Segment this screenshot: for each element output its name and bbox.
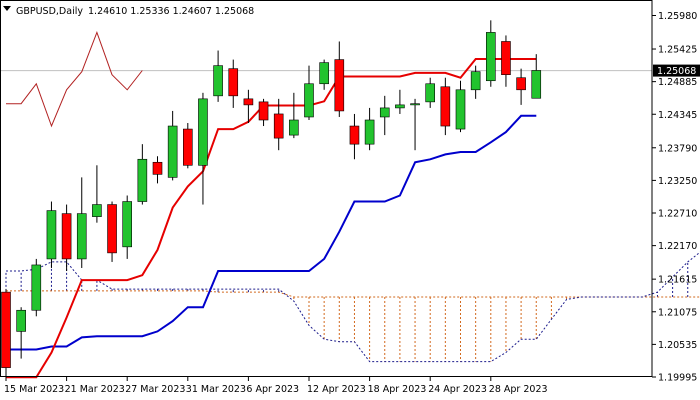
price-tick-label: 1.22710 <box>658 209 697 220</box>
candle-body <box>455 89 466 130</box>
candle-body <box>167 125 178 178</box>
candle-body <box>183 128 193 166</box>
price-tick-label: 1.25425 <box>658 45 697 56</box>
price-tag-label: 1.25068 <box>657 66 696 77</box>
candle-body <box>76 213 87 260</box>
candle-body <box>516 77 526 91</box>
candle-body <box>470 71 481 91</box>
candle-body <box>319 62 329 85</box>
candle-body <box>107 204 117 254</box>
dropdown-triangle-icon[interactable] <box>3 6 11 11</box>
price-tick-label: 1.20535 <box>658 340 697 351</box>
price-tick-label: 1.21615 <box>658 275 697 286</box>
price-tick-label: 1.19995 <box>658 373 697 384</box>
current-price-tag: 1.25068 <box>653 64 700 77</box>
candle-body <box>213 65 223 97</box>
time-tick-label: 27 Mar 2023 <box>125 384 185 395</box>
time-tick-label: 15 Mar 2023 <box>4 384 64 395</box>
candle-body <box>228 68 239 97</box>
candle-body <box>198 98 208 166</box>
chikou-span-line <box>6 30 143 128</box>
candle-body <box>16 309 26 332</box>
ohlc-label: 1.24610 1.25336 1.24607 1.25068 <box>88 6 254 17</box>
candle-body <box>152 161 163 175</box>
price-tick-label: 1.24885 <box>658 77 697 88</box>
candle-body <box>1 291 11 368</box>
candle-body <box>334 59 345 112</box>
candle-body <box>258 101 269 121</box>
candle-body <box>379 107 390 118</box>
candle-body <box>364 119 375 145</box>
time-tick-label: 6 Apr 2023 <box>246 384 299 395</box>
candle-body <box>349 125 360 145</box>
price-tick-label: 1.25980 <box>658 11 697 22</box>
time-tick-label: 18 Apr 2023 <box>368 384 427 395</box>
time-axis: 15 Mar 2023 21 Mar 2023 27 Mar 2023 31 Mar … <box>4 377 548 395</box>
price-tick-label: 1.22170 <box>658 241 697 252</box>
candle-body <box>410 103 420 106</box>
candle-body <box>440 86 451 127</box>
tenkan-sen-line <box>6 58 537 379</box>
candles <box>1 20 542 377</box>
price-axis: 1.25980 1.25425 1.24885 1.24345 1.23790 1.232… <box>0 0 697 384</box>
candle-body <box>501 41 511 75</box>
ichimoku-cloud <box>0 70 700 363</box>
candle-body <box>395 104 405 109</box>
candle-body <box>425 83 436 103</box>
candle-body <box>273 113 284 139</box>
time-tick-label: 31 Mar 2023 <box>186 384 246 395</box>
indicator-lines <box>6 30 537 379</box>
price-tick-label: 1.24345 <box>658 110 697 121</box>
senkou-span-a-line <box>6 290 700 298</box>
price-tick-label: 1.21075 <box>658 307 697 318</box>
candle-body <box>31 264 42 311</box>
candle-body <box>289 119 299 136</box>
time-tick-label: 12 Apr 2023 <box>307 384 366 395</box>
price-tag-bg <box>653 64 700 77</box>
candle-body <box>243 98 254 106</box>
candle-body <box>137 158 148 202</box>
kijun-sen-line <box>6 114 537 351</box>
time-tick-label: 21 Mar 2023 <box>65 384 125 395</box>
candle-body <box>304 83 314 118</box>
candle-body <box>485 32 496 82</box>
price-tick-label: 1.23250 <box>658 176 697 187</box>
time-tick-label: 24 Apr 2023 <box>428 384 487 395</box>
symbol-label: GBPUSD,Daily <box>16 6 83 17</box>
candle-body <box>92 204 102 217</box>
plot-frame <box>0 0 653 377</box>
candle-body <box>46 210 57 260</box>
candle-body <box>122 201 132 248</box>
time-tick-label: 28 Apr 2023 <box>489 384 548 395</box>
candle-body <box>531 70 542 99</box>
senkou-span-b-line <box>6 251 700 363</box>
chart-header: GBPUSD,Daily 1.24610 1.25336 1.24607 1.2… <box>3 6 254 17</box>
candle-body <box>61 213 72 260</box>
price-tick-label: 1.23790 <box>658 143 697 154</box>
